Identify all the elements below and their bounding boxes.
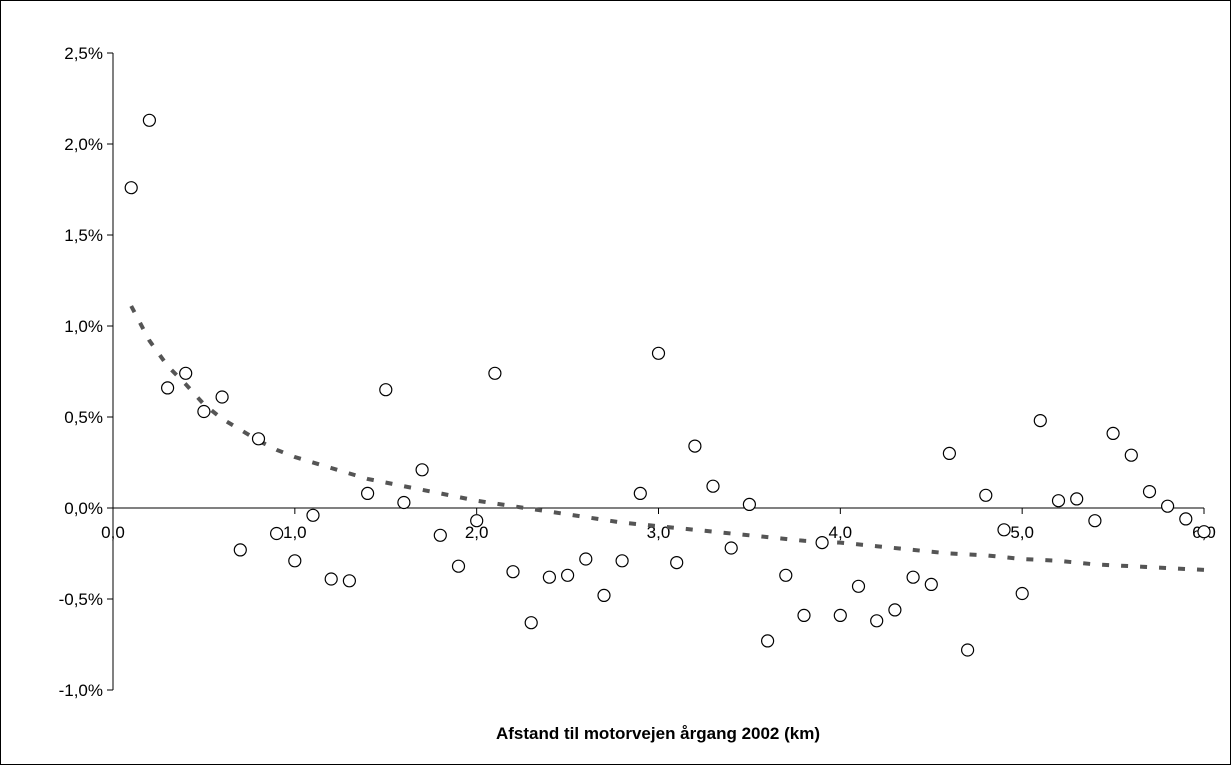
data-point (870, 614, 884, 628)
data-point (270, 526, 284, 541)
x-tick-label: 3,0 (647, 523, 671, 542)
data-point (1142, 485, 1157, 499)
data-point (851, 579, 866, 593)
x-axis-ticks: 0,01,02,03,04,05,06,0 (101, 508, 1216, 542)
data-point (251, 432, 266, 446)
y-tick-label: 0,5% (64, 408, 103, 427)
y-tick-label: 1,0% (64, 317, 103, 336)
data-point (560, 568, 575, 582)
y-tick-label: -0,5% (59, 590, 103, 609)
data-point (815, 535, 829, 550)
x-tick-label: 5,0 (1010, 523, 1034, 542)
data-point (161, 381, 175, 395)
data-point (324, 572, 338, 586)
data-point (797, 608, 811, 623)
data-point (361, 486, 375, 500)
data-point (742, 497, 757, 511)
data-point (397, 495, 411, 510)
data-point (1179, 512, 1193, 526)
data-point (579, 552, 593, 566)
y-tick-label: 0,0% (64, 499, 103, 518)
data-point (288, 554, 302, 568)
data-point (979, 488, 993, 502)
data-point (888, 603, 902, 617)
data-point (1160, 499, 1175, 513)
y-tick-label: -1,0% (59, 681, 103, 700)
data-point (1033, 414, 1047, 428)
data-point (942, 446, 957, 460)
x-tick-label: 2,0 (465, 523, 489, 542)
y-tick-label: 1,5% (64, 226, 103, 245)
data-point (524, 616, 538, 630)
y-tick-label: 2,5% (64, 44, 103, 63)
data-point (415, 463, 429, 477)
data-point (633, 486, 647, 500)
data-point (506, 565, 520, 579)
data-point (142, 113, 156, 127)
data-point (760, 634, 775, 648)
data-point (179, 366, 193, 380)
y-tick-label: 2,0% (64, 135, 103, 154)
y-axis-ticks: 2,5% 2,0% 1,5% 1,0% 0,5% 0,0% -0,5% -1,0% (59, 44, 113, 700)
data-point (960, 643, 975, 657)
data-point (706, 479, 720, 493)
data-point (451, 559, 466, 573)
plot-area (113, 53, 1204, 690)
data-point (1106, 426, 1120, 440)
data-point (833, 608, 847, 623)
x-tick-label: 1,0 (283, 523, 307, 542)
x-tick-label: 4,0 (829, 523, 853, 542)
x-axis-title: Afstand til motorvejen årgang 2002 (km) (496, 724, 820, 743)
data-points (124, 113, 1211, 657)
data-point (433, 528, 447, 542)
data-point (1197, 525, 1211, 539)
data-point (670, 555, 684, 570)
data-point (1124, 448, 1138, 462)
data-point (197, 404, 211, 419)
data-point (379, 383, 393, 397)
data-point (488, 366, 502, 380)
data-point (924, 577, 938, 592)
data-point (615, 554, 629, 568)
data-point (724, 541, 738, 555)
data-point (1070, 492, 1084, 506)
data-point (1015, 586, 1029, 601)
data-point (651, 346, 666, 360)
data-point (997, 523, 1011, 537)
data-point (215, 390, 229, 404)
data-point (1051, 494, 1066, 508)
data-point (233, 543, 247, 557)
data-point (1088, 514, 1102, 528)
data-point (306, 508, 320, 522)
data-point (906, 570, 920, 584)
data-point (342, 574, 356, 588)
data-point (597, 588, 611, 603)
data-point (542, 570, 557, 584)
data-point (688, 439, 702, 453)
data-point (470, 514, 484, 528)
x-tick-label: 0,0 (101, 523, 125, 542)
data-point (124, 181, 138, 195)
data-point (779, 568, 793, 582)
